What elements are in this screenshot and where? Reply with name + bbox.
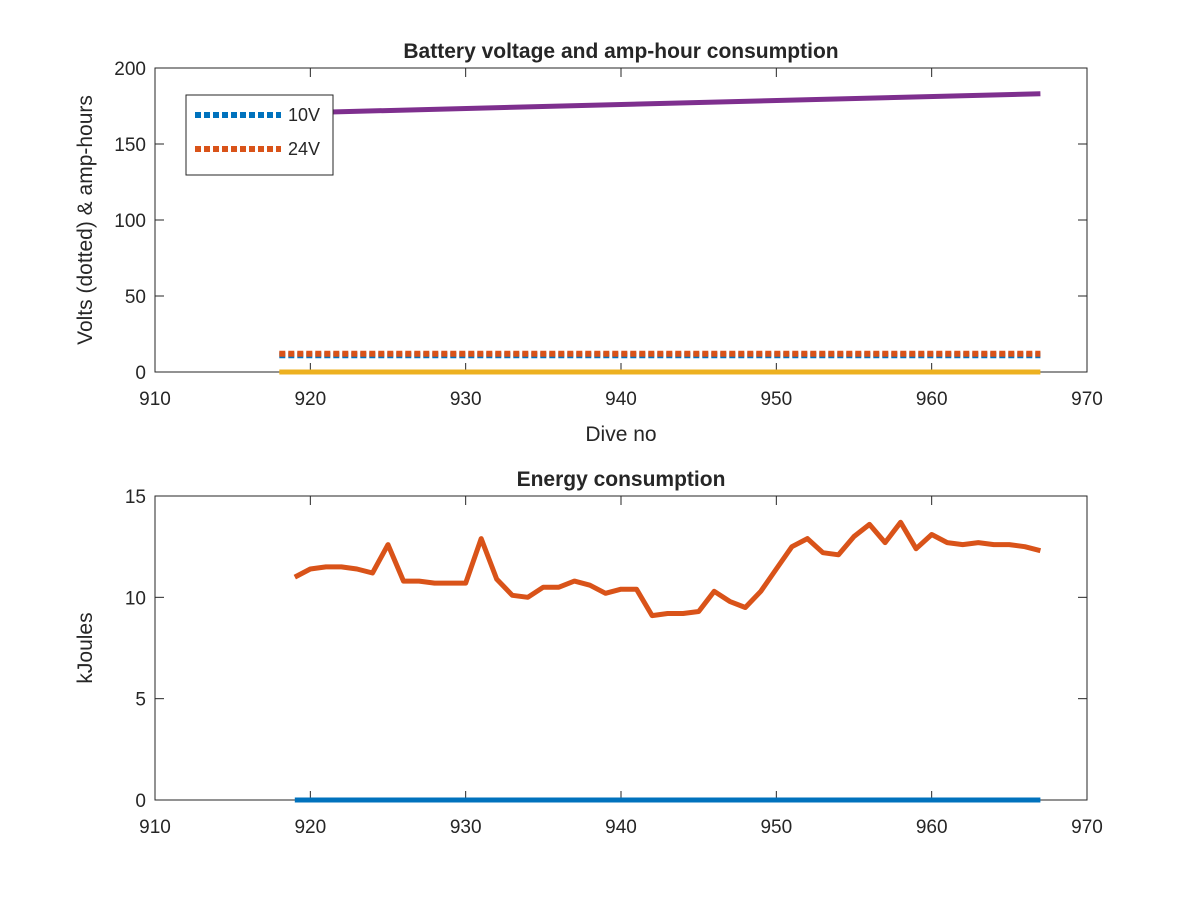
x-tick-label: 970 [1071,817,1103,838]
chart-title: Battery voltage and amp-hour consumption [403,40,838,63]
legend-label: 24V [288,139,320,159]
x-tick-label: 950 [760,389,792,410]
x-tick-label: 970 [1071,389,1103,410]
y-tick-label: 150 [114,135,146,156]
x-tick-label: 910 [139,817,171,838]
y-axis-label: Volts (dotted) & amp-hours [74,95,97,345]
x-tick-label: 920 [294,389,326,410]
x-tick-label: 960 [916,817,948,838]
y-tick-label: 0 [135,363,146,384]
series-line-1 [293,519,1042,619]
y-tick-label: 5 [135,690,146,711]
y-tick-label: 0 [135,791,146,812]
y-tick-label: 10 [125,588,146,609]
x-tick-label: 950 [760,817,792,838]
y-axis-label: kJoules [74,612,97,683]
legend-box [185,94,334,176]
plot-area [154,495,1088,801]
y-tick-label: 200 [114,59,146,80]
legend-label: 10V [288,105,320,125]
y-tick-label: 15 [125,487,146,508]
axes-2: 910 920 930 940 950 960 970 0 5 10 15 Energy consum… [74,468,1103,838]
chart-title: Energy consumption [517,468,726,491]
y-tick-label: 50 [125,287,146,308]
series-group [279,91,1041,375]
series-group [293,519,1042,803]
series-line-3 [325,91,1041,115]
legend: 10V 24V [185,94,334,176]
axes-1: 910 920 930 940 950 960 970 0 50 100 150 200 Battery… [74,40,1103,446]
x-tick-label: 930 [450,817,482,838]
x-tick-label: 920 [294,817,326,838]
x-tick-label: 940 [605,389,637,410]
x-tick-label: 960 [916,389,948,410]
x-tick-label: 930 [450,389,482,410]
x-tick-label: 910 [139,389,171,410]
x-axis-label: Dive no [585,423,656,446]
y-tick-label: 100 [114,211,146,232]
x-tick-label: 940 [605,817,637,838]
